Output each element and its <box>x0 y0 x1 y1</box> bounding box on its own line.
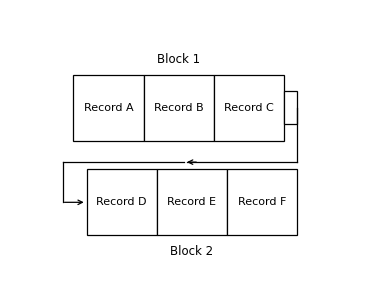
Bar <box>284 91 297 124</box>
Bar <box>227 169 297 235</box>
Bar <box>87 169 157 235</box>
Text: Block 1: Block 1 <box>157 53 200 66</box>
Text: Record E: Record E <box>167 197 216 207</box>
Text: Block 2: Block 2 <box>170 245 213 258</box>
Text: Record C: Record C <box>224 103 274 113</box>
Bar <box>214 75 284 141</box>
Text: Record D: Record D <box>97 197 147 207</box>
Text: Record A: Record A <box>84 103 133 113</box>
Text: Record F: Record F <box>238 197 286 207</box>
Bar <box>144 75 214 141</box>
Bar <box>157 169 227 235</box>
Bar <box>74 75 144 141</box>
Text: Record B: Record B <box>154 103 204 113</box>
